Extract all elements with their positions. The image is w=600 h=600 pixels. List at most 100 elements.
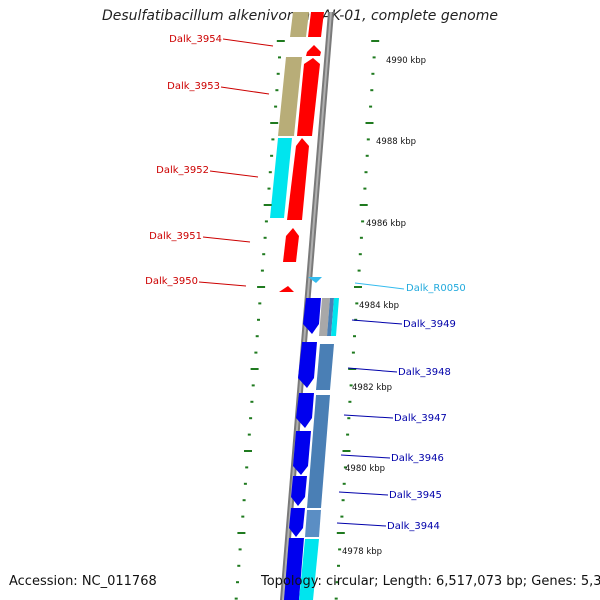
tick-mark	[271, 138, 275, 141]
gene-label-dalk-3950[interactable]: Dalk_3950	[145, 276, 198, 287]
tick-mark	[343, 466, 347, 469]
tick-mark	[254, 351, 258, 354]
kbp-label: 4988 kbp	[376, 137, 416, 147]
tick-mark	[260, 269, 264, 272]
tick-mark	[237, 532, 246, 534]
cds-dalk-3946	[293, 431, 311, 475]
gene-label-dalk-3947[interactable]: Dalk_3947	[394, 413, 447, 424]
topology-text: Topology: circular; Length: 6,517,073 bp…	[261, 574, 600, 589]
tick-mark	[268, 171, 272, 174]
tick-mark	[342, 450, 351, 452]
tick-mark	[276, 72, 280, 75]
tick-mark	[348, 368, 357, 370]
tick-mark	[242, 499, 246, 502]
tick-mark	[263, 204, 272, 206]
tick-mark	[247, 433, 251, 436]
kbp-label: 4982 kbp	[352, 383, 392, 393]
gene-label-dalk-3948[interactable]: Dalk_3948	[398, 367, 451, 378]
kbp-label: 4978 kbp	[342, 547, 382, 557]
tick-mark	[359, 236, 363, 239]
feature-steelblue-3	[307, 395, 330, 508]
tick-mark	[363, 187, 367, 190]
tick-mark	[371, 40, 380, 42]
tick-mark	[340, 515, 344, 518]
cds-dalk-3953	[297, 58, 320, 136]
tick-mark	[270, 154, 274, 157]
tick-mark	[234, 597, 238, 600]
tick-mark	[244, 450, 252, 452]
tick-mark	[276, 40, 285, 42]
feature-steelblue-2	[316, 344, 334, 390]
cds-dalk-3944	[289, 508, 305, 537]
kbp-label: 4984 kbp	[359, 301, 399, 311]
accession-text: Accession: NC_011768	[9, 574, 157, 589]
cds-dalk-3949	[303, 298, 321, 334]
tick-mark	[341, 499, 345, 502]
gene-label-dalk-3949[interactable]: Dalk_3949	[403, 319, 456, 330]
tick-mark	[262, 253, 266, 256]
tick-mark	[365, 122, 374, 124]
tick-mark	[278, 56, 281, 59]
tick-mark	[359, 204, 368, 206]
tick-mark	[264, 220, 268, 223]
tick-mark	[370, 89, 374, 92]
tick-mark	[351, 351, 355, 354]
feature-grey	[319, 298, 330, 336]
tick-marks	[234, 40, 380, 600]
tick-mark	[357, 269, 361, 272]
cds-dalk-3948	[298, 342, 317, 388]
tick-mark	[336, 532, 345, 534]
cds-dalk-3943	[284, 538, 304, 600]
gene-label-dalk-3945[interactable]: Dalk_3945	[389, 490, 442, 501]
tick-mark	[355, 302, 359, 305]
tick-mark	[349, 384, 353, 387]
gene-label-dalk-3953[interactable]: Dalk_3953	[167, 81, 220, 92]
tick-mark	[236, 581, 239, 584]
tick-mark	[372, 56, 376, 59]
gene-label-dalk-3951[interactable]: Dalk_3951	[149, 231, 202, 242]
tick-mark	[238, 548, 242, 551]
tick-mark	[335, 581, 339, 584]
tick-mark	[275, 89, 279, 92]
tick-mark	[337, 564, 340, 567]
gene-labels: Dalk_3954 Dalk_3953 Dalk_3952 Dalk_3951 …	[145, 34, 466, 532]
feature-cyan-2	[331, 298, 339, 336]
tick-mark	[369, 105, 373, 108]
tick-mark	[347, 417, 351, 420]
tick-mark	[348, 400, 352, 403]
cds-dalk-3955	[308, 12, 324, 37]
tick-mark	[346, 433, 350, 436]
kbp-label: 4986 kbp	[366, 219, 406, 229]
feature-steelblue-4	[305, 510, 321, 537]
gene-label-dalk-r0050[interactable]: Dalk_R0050	[406, 283, 466, 294]
gene-label-dalk-3952[interactable]: Dalk_3952	[156, 165, 209, 176]
tick-mark	[243, 482, 247, 485]
gene-label-dalk-3946[interactable]: Dalk_3946	[391, 453, 444, 464]
feature-khaki-1	[290, 12, 309, 37]
tick-mark	[257, 318, 260, 321]
cds-dalk-3950	[279, 286, 294, 292]
tick-mark	[364, 171, 368, 174]
reverse-cds-band	[284, 298, 321, 600]
tick-mark	[245, 466, 249, 469]
tick-mark	[249, 417, 253, 420]
feature-cyan-3	[299, 539, 319, 600]
gene-label-dalk-3944[interactable]: Dalk_3944	[387, 521, 440, 532]
gene-label-dalk-3954[interactable]: Dalk_3954	[169, 34, 222, 45]
tick-mark	[353, 335, 356, 338]
kbp-labels: 4990 kbp 4988 kbp 4986 kbp 4984 kbp 4982…	[342, 56, 426, 557]
tick-mark	[365, 154, 369, 157]
outer-feature-band	[270, 12, 309, 218]
tick-mark	[250, 400, 254, 403]
tick-mark	[237, 564, 241, 567]
kbp-label: 4980 kbp	[345, 464, 385, 474]
tick-mark	[270, 122, 279, 124]
tick-mark	[255, 335, 259, 338]
tick-mark	[361, 220, 365, 223]
tick-mark	[366, 138, 370, 141]
cds-dalk-3947	[296, 393, 314, 428]
tick-mark	[274, 105, 278, 108]
rna-dalk-r0050	[308, 277, 322, 283]
feature-steelblue-1	[327, 298, 334, 336]
